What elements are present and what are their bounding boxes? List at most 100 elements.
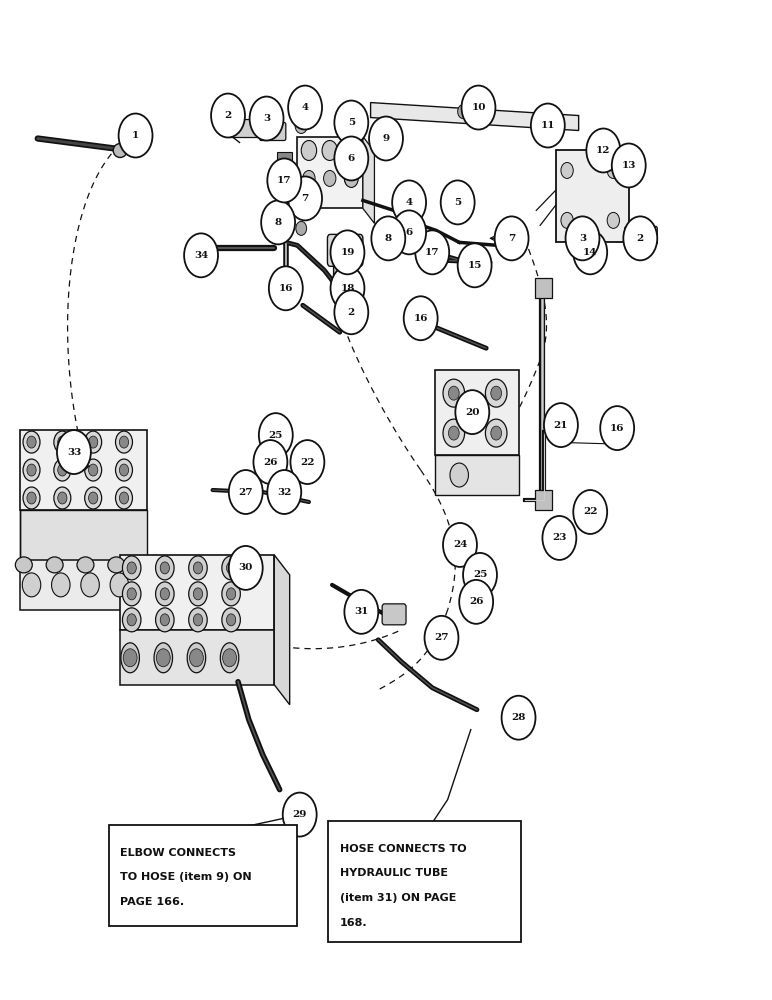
- Text: TO HOSE (item 9) ON: TO HOSE (item 9) ON: [120, 872, 252, 882]
- Circle shape: [22, 573, 41, 597]
- Circle shape: [434, 630, 446, 646]
- Circle shape: [156, 582, 174, 606]
- Polygon shape: [274, 555, 290, 705]
- Circle shape: [486, 419, 507, 447]
- Circle shape: [116, 487, 133, 509]
- Circle shape: [579, 492, 591, 508]
- Circle shape: [276, 215, 287, 229]
- Circle shape: [89, 436, 98, 448]
- Circle shape: [458, 243, 492, 287]
- Circle shape: [226, 614, 235, 626]
- Text: 16: 16: [610, 424, 625, 433]
- Circle shape: [193, 614, 202, 626]
- Circle shape: [57, 430, 91, 474]
- Circle shape: [301, 140, 317, 160]
- Circle shape: [495, 216, 529, 260]
- Polygon shape: [120, 555, 274, 630]
- Circle shape: [188, 582, 207, 606]
- Circle shape: [123, 556, 141, 580]
- Text: 8: 8: [384, 234, 392, 243]
- Text: 2: 2: [637, 234, 644, 243]
- Circle shape: [303, 170, 315, 186]
- Circle shape: [323, 170, 336, 186]
- Circle shape: [463, 553, 497, 597]
- FancyBboxPatch shape: [265, 426, 282, 440]
- Circle shape: [443, 419, 465, 447]
- FancyBboxPatch shape: [556, 150, 628, 242]
- Text: 21: 21: [554, 421, 568, 430]
- FancyBboxPatch shape: [20, 560, 155, 610]
- Circle shape: [587, 129, 620, 172]
- FancyBboxPatch shape: [229, 120, 261, 138]
- Circle shape: [607, 162, 619, 178]
- Circle shape: [120, 436, 129, 448]
- Circle shape: [189, 649, 203, 667]
- Text: 18: 18: [340, 284, 354, 293]
- FancyBboxPatch shape: [327, 234, 363, 266]
- Text: 11: 11: [540, 121, 555, 130]
- Text: 4: 4: [405, 198, 413, 207]
- Text: 20: 20: [465, 408, 479, 417]
- Text: HYDRAULIC TUBE: HYDRAULIC TUBE: [340, 868, 448, 878]
- Circle shape: [486, 379, 507, 407]
- Circle shape: [449, 532, 465, 552]
- Circle shape: [458, 105, 469, 119]
- Circle shape: [288, 176, 322, 220]
- Text: 26: 26: [263, 458, 278, 467]
- Text: 13: 13: [621, 161, 636, 170]
- Circle shape: [344, 170, 357, 186]
- Circle shape: [226, 562, 235, 574]
- Circle shape: [161, 614, 170, 626]
- Circle shape: [459, 580, 493, 624]
- FancyBboxPatch shape: [276, 152, 292, 162]
- Circle shape: [462, 86, 496, 130]
- Circle shape: [262, 454, 275, 470]
- Circle shape: [566, 216, 600, 260]
- Circle shape: [322, 140, 337, 160]
- Circle shape: [269, 266, 303, 310]
- Circle shape: [267, 158, 301, 202]
- Circle shape: [23, 459, 40, 481]
- Text: 168.: 168.: [340, 918, 367, 928]
- Circle shape: [378, 230, 391, 246]
- Circle shape: [334, 101, 368, 144]
- FancyBboxPatch shape: [382, 604, 406, 625]
- Circle shape: [392, 180, 426, 224]
- Circle shape: [222, 582, 240, 606]
- Circle shape: [607, 212, 619, 228]
- Ellipse shape: [113, 143, 127, 157]
- Circle shape: [343, 140, 358, 160]
- Text: 6: 6: [347, 154, 355, 163]
- Circle shape: [27, 492, 36, 504]
- Circle shape: [81, 573, 100, 597]
- Circle shape: [161, 562, 170, 574]
- Circle shape: [502, 230, 514, 246]
- Circle shape: [491, 426, 502, 440]
- FancyBboxPatch shape: [535, 490, 552, 510]
- Text: 26: 26: [469, 597, 483, 606]
- Ellipse shape: [46, 557, 63, 573]
- Circle shape: [449, 193, 459, 207]
- Circle shape: [611, 143, 645, 187]
- Text: 25: 25: [472, 570, 487, 579]
- FancyBboxPatch shape: [462, 255, 489, 272]
- Circle shape: [369, 117, 403, 160]
- Circle shape: [290, 440, 324, 484]
- Circle shape: [450, 463, 469, 487]
- Polygon shape: [20, 510, 147, 570]
- Circle shape: [550, 528, 565, 548]
- Circle shape: [330, 266, 364, 310]
- Circle shape: [261, 200, 295, 244]
- Text: 5: 5: [347, 118, 355, 127]
- Circle shape: [344, 132, 354, 145]
- Text: 3: 3: [579, 234, 586, 243]
- Circle shape: [334, 290, 368, 334]
- Text: 19: 19: [340, 248, 354, 257]
- Text: 33: 33: [66, 448, 81, 457]
- Circle shape: [441, 180, 475, 224]
- Circle shape: [52, 573, 70, 597]
- Circle shape: [127, 562, 137, 574]
- Text: 4: 4: [302, 103, 309, 112]
- Circle shape: [371, 216, 405, 260]
- Text: 27: 27: [434, 633, 449, 642]
